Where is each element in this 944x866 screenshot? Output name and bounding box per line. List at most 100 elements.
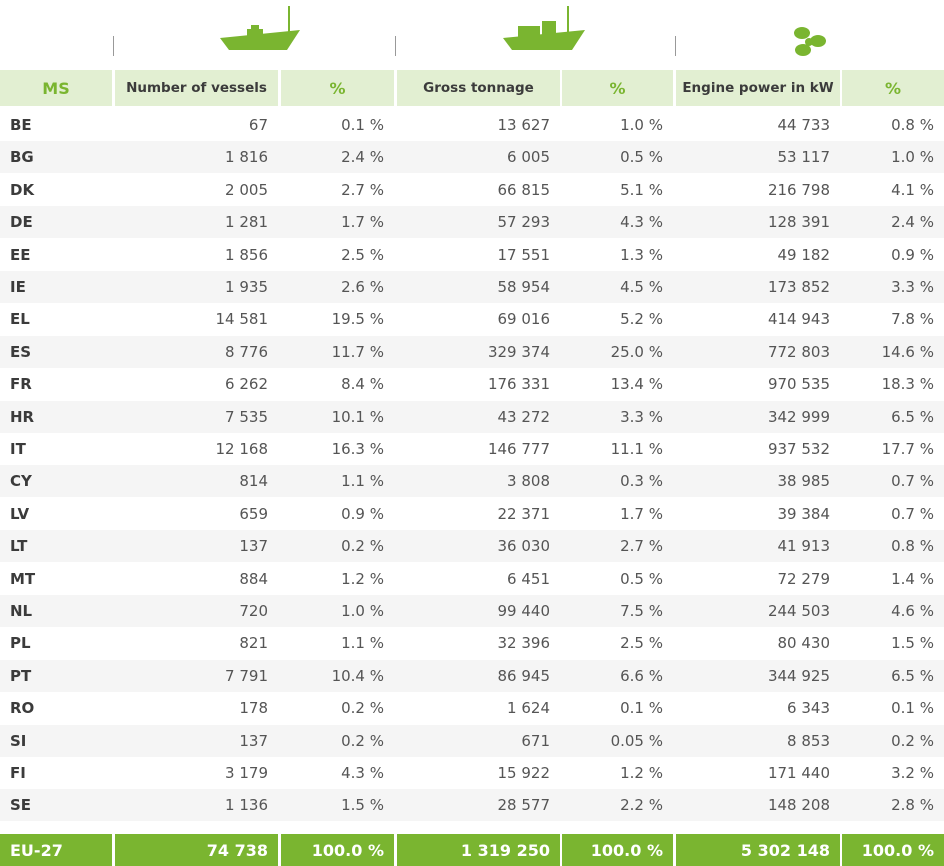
- cell: 414 943: [767, 310, 830, 329]
- cell: 137: [239, 731, 268, 750]
- cell: 1.0 %: [891, 148, 934, 167]
- column-header: Gross tonnage: [397, 70, 560, 106]
- cell: FI: [10, 764, 26, 782]
- cell: 57 293: [497, 213, 551, 232]
- cell: 2.8 %: [891, 796, 934, 815]
- cell: 0.5 %: [620, 148, 663, 167]
- total-cell: 100.0 %: [281, 834, 394, 866]
- cell: 884: [239, 569, 268, 588]
- cell: IT: [10, 440, 26, 458]
- separator: [395, 36, 396, 56]
- cell: 3 808: [507, 472, 550, 491]
- engine-icon: [794, 27, 826, 56]
- cell: 1.5 %: [891, 634, 934, 653]
- cell: 1.2 %: [341, 569, 384, 588]
- cell: 14 581: [215, 310, 269, 329]
- cell: 44 733: [777, 116, 831, 134]
- total-cell: 5 302 148: [676, 834, 840, 866]
- cell: 49 182: [777, 245, 831, 264]
- cell: 80 430: [777, 634, 831, 653]
- cell: MT: [10, 569, 36, 588]
- cell: 0.1 %: [891, 699, 934, 718]
- cell: 772 803: [767, 342, 830, 361]
- cell: 1.1 %: [341, 472, 384, 491]
- cell: 1.7 %: [620, 504, 663, 523]
- cell: 2.7 %: [620, 537, 663, 556]
- cell: 148 208: [767, 796, 830, 815]
- cell: SE: [10, 796, 32, 815]
- cell: 72 279: [777, 569, 831, 588]
- cell: 0.7 %: [891, 472, 934, 491]
- cell: 5.2 %: [620, 310, 663, 329]
- cell: 3.2 %: [891, 764, 934, 782]
- column-header: %: [562, 70, 673, 106]
- cell: 344 925: [767, 666, 830, 685]
- cell: 5.1 %: [620, 180, 663, 199]
- cell: LT: [10, 537, 28, 556]
- cell: HR: [10, 407, 35, 426]
- row-band: [0, 206, 944, 239]
- cell: 6 262: [225, 375, 268, 394]
- cell: RO: [10, 699, 35, 718]
- cell: DK: [10, 180, 35, 199]
- cell: 4.3 %: [341, 764, 384, 782]
- cell: 137: [239, 537, 268, 556]
- row-band: [0, 724, 944, 757]
- cell: 15 922: [497, 764, 551, 782]
- column-header: Engine power in kW: [676, 70, 840, 106]
- cell: 1 935: [225, 278, 268, 296]
- cell: 67: [248, 116, 268, 134]
- cell: BG: [10, 148, 34, 167]
- cell: 0.2 %: [891, 731, 934, 750]
- cell: 0.2 %: [341, 537, 384, 556]
- cell: DE: [10, 213, 33, 232]
- cell: 19.5 %: [331, 310, 384, 329]
- cell: 0.2 %: [341, 731, 384, 750]
- row-band: [0, 271, 944, 303]
- cell: 53 117: [777, 148, 831, 167]
- cell: 2.6 %: [341, 278, 384, 296]
- cell: 0.9 %: [891, 245, 934, 264]
- cell: 128 391: [767, 213, 830, 232]
- cell: 0.8 %: [891, 116, 934, 134]
- cell: 146 777: [487, 440, 550, 458]
- cell: 1.5 %: [341, 796, 384, 815]
- cell: 8 853: [787, 731, 830, 750]
- cell: 0.1 %: [620, 699, 663, 718]
- cell: 1.7 %: [341, 213, 384, 232]
- cell: 10.1 %: [331, 407, 384, 426]
- cell: 1 281: [225, 213, 268, 232]
- cell: 28 577: [497, 796, 551, 815]
- cell: EE: [10, 245, 31, 264]
- cell: 1 856: [225, 245, 268, 264]
- cell: 4.1 %: [891, 180, 934, 199]
- total-cell: 74 738: [115, 834, 278, 866]
- cell: 3 179: [225, 764, 268, 782]
- cell: 0.7 %: [891, 504, 934, 523]
- vessel-icon: [220, 6, 300, 50]
- cell: 821: [239, 634, 268, 653]
- cell: 11.1 %: [610, 440, 663, 458]
- cell: 6.5 %: [891, 666, 934, 685]
- cell: 659: [239, 504, 268, 523]
- cell: 11.7 %: [331, 342, 384, 361]
- cell: 58 954: [497, 278, 551, 296]
- cell: 2.4 %: [891, 213, 934, 232]
- cell: 4.5 %: [620, 278, 663, 296]
- cell: 173 852: [767, 278, 830, 296]
- cell: 7 791: [225, 666, 268, 685]
- row-band: [0, 530, 944, 563]
- cell: 17 551: [497, 245, 551, 264]
- cell: 244 503: [767, 602, 830, 620]
- cell: 6.6 %: [620, 666, 663, 685]
- cell: 6 005: [507, 148, 550, 167]
- cell: 1.0 %: [341, 602, 384, 620]
- total-cell: 100.0 %: [842, 834, 944, 866]
- cell: 671: [521, 731, 550, 750]
- cell: 329 374: [487, 342, 550, 361]
- cell: EL: [10, 310, 30, 329]
- cell: 814: [239, 472, 268, 491]
- cell: 13 627: [497, 116, 551, 134]
- cell: 16.3 %: [331, 440, 384, 458]
- cell: 171 440: [767, 764, 830, 782]
